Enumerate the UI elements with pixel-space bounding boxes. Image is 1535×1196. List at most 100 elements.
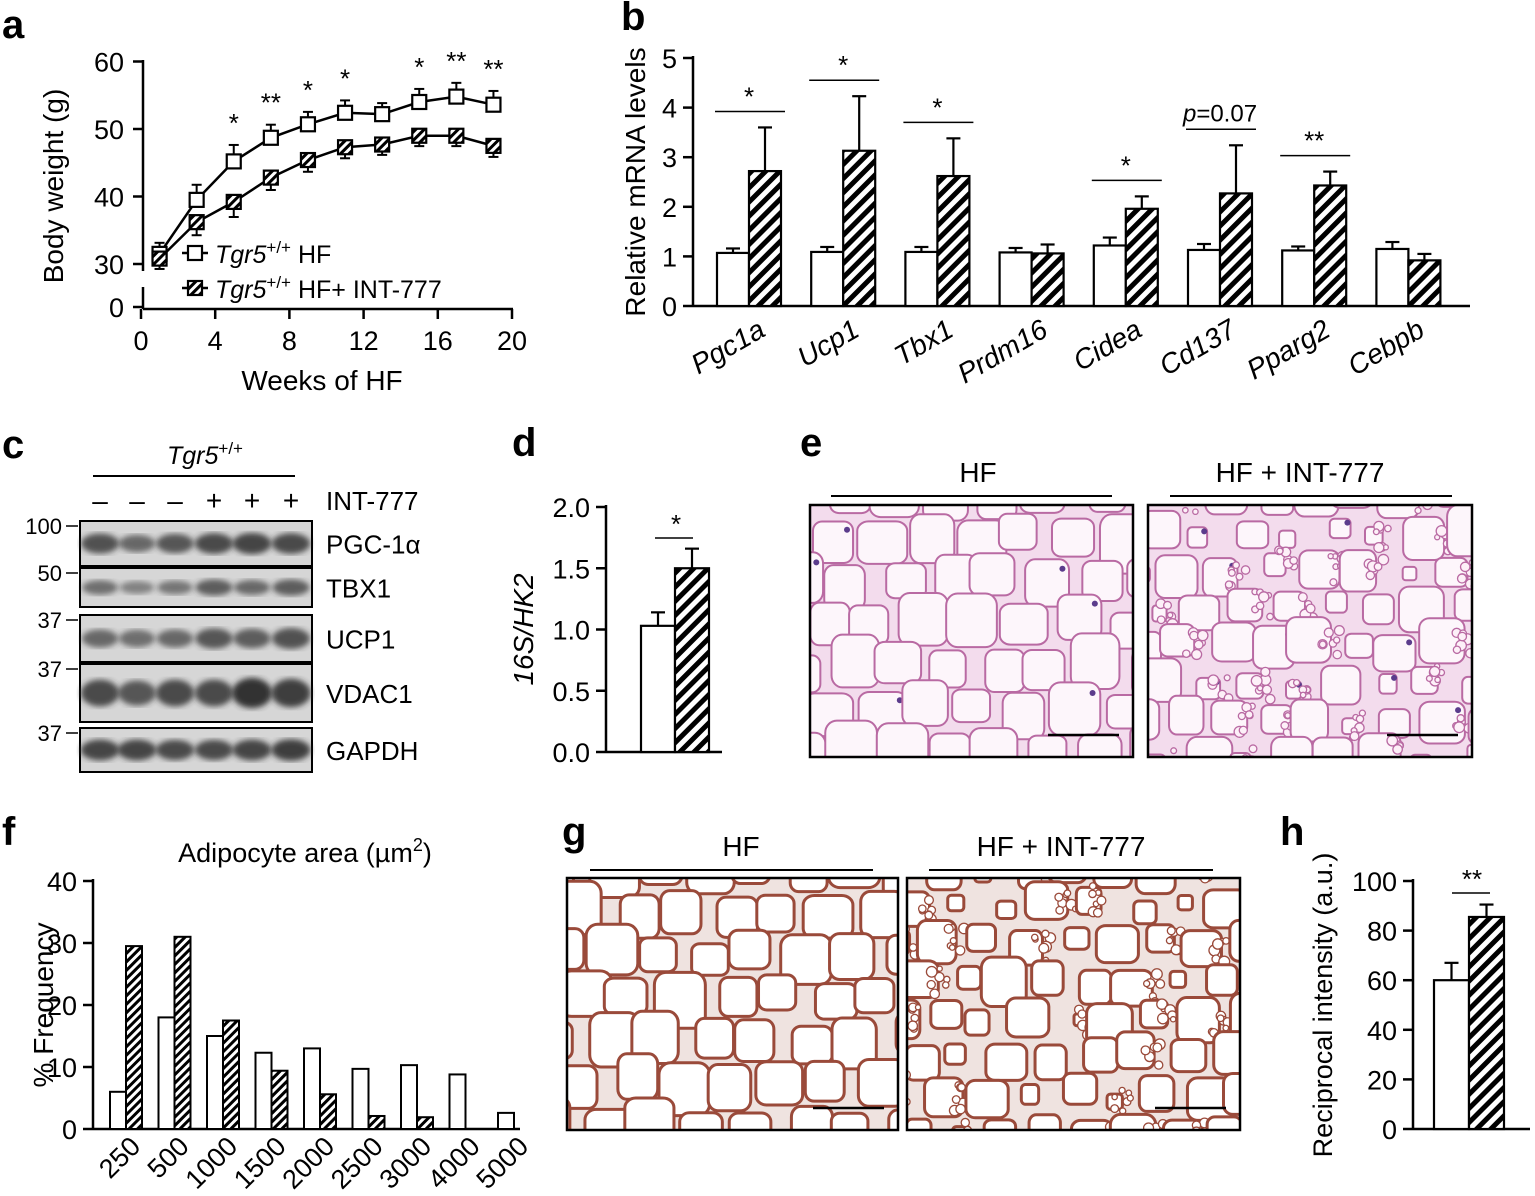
adipocyte (1204, 505, 1249, 516)
small-droplet (1496, 566, 1506, 576)
series-line-0 (158, 95, 494, 255)
nucleus (1506, 475, 1512, 481)
category-label: Cebpb (1342, 313, 1429, 381)
small-droplet (1257, 1035, 1265, 1043)
adipocyte (1108, 1112, 1158, 1130)
adipocyte (925, 878, 963, 892)
significance-star: * (932, 92, 942, 122)
adipocyte (1168, 969, 1188, 989)
treatment-sign: + (283, 485, 299, 516)
small-droplet (1457, 631, 1468, 642)
small-droplet (1153, 1060, 1164, 1070)
small-droplet (1041, 929, 1050, 938)
blot-band (155, 739, 195, 761)
adipocyte (810, 654, 822, 694)
bar (747, 169, 783, 308)
y-tick-label: 0 (109, 293, 124, 323)
small-droplet (1506, 577, 1515, 586)
adipocyte (875, 722, 930, 757)
adipocyte (1496, 667, 1535, 708)
image-frame (1146, 503, 1474, 759)
data-point-marker (485, 137, 502, 154)
bar (222, 1019, 240, 1130)
small-droplet (1244, 710, 1254, 719)
bar (998, 251, 1033, 308)
small-droplet (1140, 1045, 1151, 1056)
ihc-image-int777: HF + INT-777 (905, 831, 1288, 1132)
adipocyte (638, 936, 678, 974)
blot-band (156, 629, 194, 648)
small-droplet (1250, 878, 1257, 885)
small-droplet (1169, 772, 1176, 779)
panel-f-histogram: 0 10 20 30 40 % Frequency Adipocyte area (µm2)… (28, 835, 534, 1195)
y-tick-label: 40 (1367, 1016, 1397, 1046)
adipocyte (1253, 1036, 1288, 1066)
y-tick-label: 40 (94, 183, 124, 213)
small-droplet (1250, 861, 1258, 869)
small-droplet (1110, 1104, 1120, 1114)
y-tick-label: 40 (47, 867, 77, 897)
small-droplet (954, 945, 966, 956)
small-droplet (1257, 1093, 1265, 1101)
small-droplet (1259, 1036, 1269, 1046)
y-axis-label: 16S/HK2 (508, 573, 539, 685)
category-label: 1500 (228, 1131, 292, 1195)
small-droplet (1168, 771, 1179, 782)
small-droplet (1518, 608, 1525, 615)
small-droplet (1165, 936, 1174, 945)
adipocyte (901, 679, 949, 727)
small-droplet (1292, 678, 1301, 687)
adipocyte (1177, 594, 1221, 632)
small-droplet (1280, 721, 1290, 730)
small-droplet (1522, 599, 1527, 604)
small-droplet (1512, 578, 1519, 585)
small-droplet (1412, 489, 1417, 494)
blot-band (272, 628, 310, 649)
small-droplet (1261, 1084, 1268, 1091)
adipocyte (584, 922, 640, 977)
data-point-marker (448, 88, 465, 105)
adipocyte (730, 878, 771, 885)
data-point-marker (336, 139, 354, 156)
adipocyte (790, 1024, 834, 1066)
panel-letter-d: d (512, 421, 536, 465)
adipocyte (694, 1016, 736, 1060)
small-droplet (1332, 649, 1343, 660)
small-droplet (1092, 907, 1103, 918)
adipocyte (956, 964, 983, 991)
x-tick-label: 0 (133, 326, 148, 356)
data-point-marker (188, 214, 205, 231)
category-label: Prdm16 (952, 313, 1053, 389)
blot-protein-label: PGC-1α (326, 530, 421, 560)
bar (303, 1047, 321, 1131)
nucleus (1344, 519, 1351, 526)
blot-protein-label: UCP1 (326, 625, 395, 655)
small-droplet (1254, 1057, 1265, 1068)
adipocyte (928, 732, 972, 757)
adipocyte (887, 1108, 898, 1130)
small-droplet (1305, 603, 1316, 614)
blot-band (119, 629, 155, 648)
bar (173, 935, 192, 1130)
small-droplet (1238, 725, 1249, 735)
small-droplet (1456, 573, 1468, 584)
small-droplet (1156, 1012, 1169, 1025)
y-tick-label: 60 (94, 48, 124, 78)
panel-letter-f: f (2, 810, 16, 854)
bar (1186, 248, 1222, 308)
y-tick-label: 3 (662, 143, 677, 173)
bar (497, 1111, 515, 1131)
small-droplet (1170, 747, 1178, 755)
adipocyte (1176, 893, 1194, 912)
adipocyte (1137, 1074, 1176, 1113)
adipocyte (1148, 657, 1183, 703)
small-droplet (1459, 561, 1471, 573)
data-point-marker (299, 151, 317, 169)
x-tick-label: 8 (282, 326, 297, 356)
small-droplet (1318, 640, 1327, 649)
significance-star: * (229, 108, 239, 138)
small-droplet (1525, 531, 1533, 539)
y-tick-label: 0 (1382, 1115, 1397, 1145)
blot-genotype: Tgr5+/+ (167, 439, 243, 470)
adipocyte (813, 982, 859, 1021)
